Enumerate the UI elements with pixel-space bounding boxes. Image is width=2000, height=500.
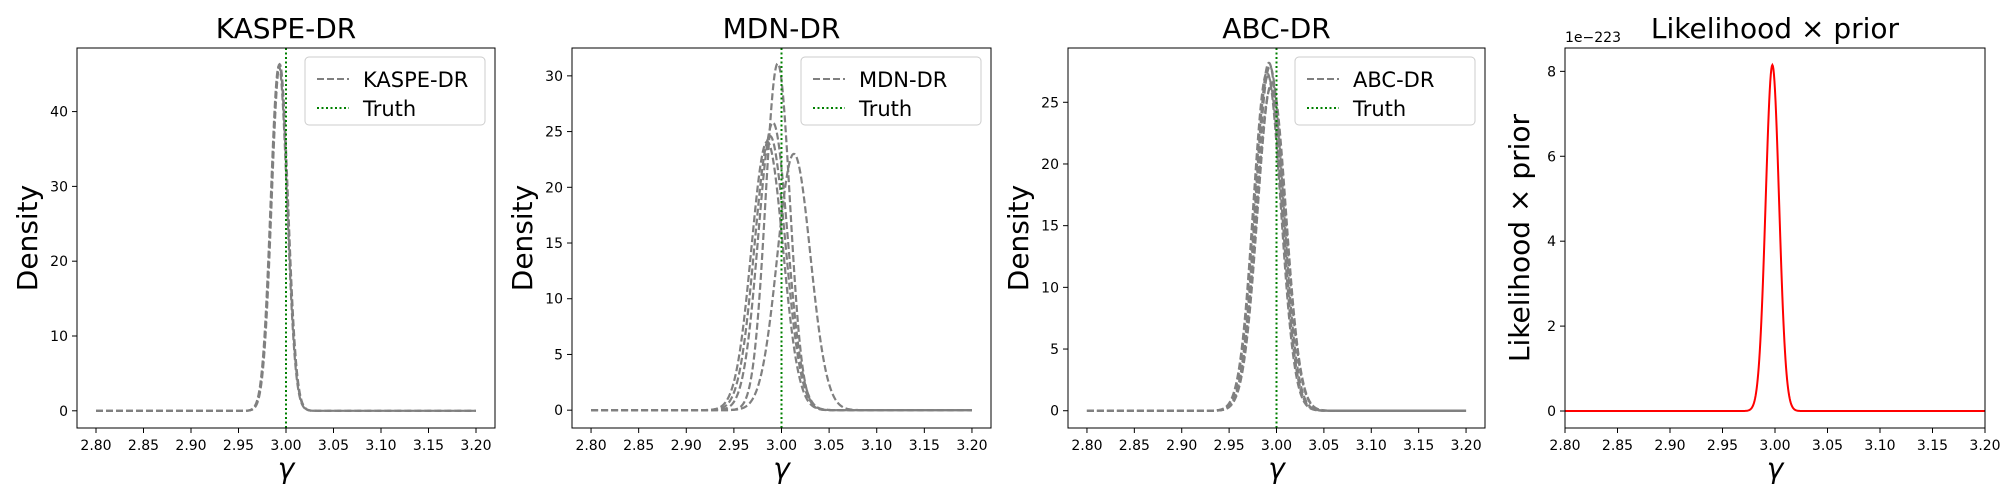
y-axis-label: Likelihood × prior xyxy=(1503,113,1536,362)
x-tick-label: 3.00 xyxy=(1759,438,1790,454)
legend-entry: Truth xyxy=(362,97,416,121)
x-tick-label: 3.20 xyxy=(1969,438,2000,454)
y-tick-label: 20 xyxy=(50,254,68,270)
x-tick-label: 2.95 xyxy=(223,438,254,454)
y-tick-label: 10 xyxy=(1041,280,1059,296)
x-tick-label: 3.00 xyxy=(766,438,797,454)
x-tick-label: 3.20 xyxy=(1450,438,1481,454)
legend-entry: Truth xyxy=(1352,97,1406,121)
y-tick-label: 5 xyxy=(554,347,563,363)
y-tick-label: 0 xyxy=(1050,404,1059,420)
y-tick-label: 10 xyxy=(50,329,68,345)
y-tick-label: 2 xyxy=(1547,319,1556,335)
y-tick-label: 0 xyxy=(1547,404,1556,420)
x-tick-label: 3.10 xyxy=(365,438,396,454)
y-scale-label: 1e−223 xyxy=(1565,30,1621,46)
x-tick-label: 3.15 xyxy=(909,438,940,454)
chart-title: KASPE-DR xyxy=(216,12,357,45)
x-tick-label: 2.90 xyxy=(1654,438,1685,454)
y-tick-label: 20 xyxy=(545,180,563,196)
x-tick-label: 2.80 xyxy=(80,438,111,454)
legend-box xyxy=(800,56,982,126)
x-tick-label: 3.15 xyxy=(413,438,444,454)
x-tick-label: 2.95 xyxy=(718,438,749,454)
x-tick-label: 3.10 xyxy=(1356,438,1387,454)
x-tick-label: 3.20 xyxy=(460,438,491,454)
y-tick-label: 15 xyxy=(545,236,563,252)
x-tick-label: 2.80 xyxy=(1071,438,1102,454)
y-tick-label: 25 xyxy=(1041,95,1059,111)
x-axis-label: γ xyxy=(773,452,791,485)
x-tick-label: 2.95 xyxy=(1214,438,1245,454)
chart-title: MDN-DR xyxy=(723,12,841,45)
x-tick-label: 3.05 xyxy=(318,438,349,454)
x-tick-label: 3.00 xyxy=(1261,438,1292,454)
x-axis-label: γ xyxy=(1268,452,1286,485)
chart-panel-1: 2.80 2.85 2.90 2.95 3.00 3.05 3.10 3.15 3.20 0 10 2… xyxy=(11,12,496,485)
x-tick-label: 3.10 xyxy=(861,438,892,454)
x-tick-label: 2.90 xyxy=(1166,438,1197,454)
chart-panel-3: 2.80 2.85 2.90 2.95 3.00 3.05 3.10 3.15 3.20 0 5 10… xyxy=(1002,12,1486,485)
x-tick-label: 3.05 xyxy=(1812,438,1843,454)
density-curve-1 xyxy=(1565,62,1985,413)
legend-box xyxy=(304,56,486,126)
x-axis-label: γ xyxy=(278,452,296,485)
y-axis-label: Density xyxy=(11,185,44,291)
legend: ABC-DR Truth xyxy=(1294,56,1476,126)
x-tick-label: 3.00 xyxy=(270,438,301,454)
x-tick-label: 2.90 xyxy=(175,438,206,454)
x-tick-label: 3.05 xyxy=(814,438,845,454)
y-tick-label: 30 xyxy=(50,179,68,195)
x-axis-label: γ xyxy=(1767,452,1785,485)
x-tick-label: 2.85 xyxy=(623,438,654,454)
x-tick-label: 3.15 xyxy=(1917,438,1948,454)
legend-entry: Truth xyxy=(858,97,912,121)
x-tick-label: 3.10 xyxy=(1864,438,1895,454)
y-tick-label: 0 xyxy=(554,403,563,419)
x-tick-label: 3.05 xyxy=(1308,438,1339,454)
y-tick-label: 0 xyxy=(59,404,68,420)
y-tick-label: 15 xyxy=(1041,219,1059,235)
legend: KASPE-DR Truth xyxy=(304,56,486,126)
y-tick-label: 25 xyxy=(545,125,563,141)
y-axis-label: Density xyxy=(506,185,539,291)
y-tick-label: 40 xyxy=(50,105,68,121)
x-tick-label: 2.80 xyxy=(575,438,606,454)
x-tick-label: 2.85 xyxy=(1602,438,1633,454)
y-tick-label: 30 xyxy=(545,69,563,85)
y-tick-label: 10 xyxy=(545,292,563,308)
chart-title: ABC-DR xyxy=(1222,12,1331,45)
y-axis-label: Density xyxy=(1002,185,1035,291)
x-tick-label: 2.95 xyxy=(1707,438,1738,454)
density-curve-5 xyxy=(591,140,972,412)
chart-panel-4: 2.80 2.85 2.90 2.95 3.00 3.05 3.10 3.15 3.20 0 2 4 6… xyxy=(1503,12,2000,485)
y-tick-label: 5 xyxy=(1050,342,1059,358)
x-tick-label: 2.90 xyxy=(671,438,702,454)
y-tick-label: 4 xyxy=(1547,234,1556,250)
y-tick-label: 6 xyxy=(1547,149,1556,165)
x-tick-label: 3.20 xyxy=(956,438,987,454)
x-tick-label: 3.15 xyxy=(1403,438,1434,454)
legend: MDN-DR Truth xyxy=(800,56,982,126)
chart-panel-2: 2.80 2.85 2.90 2.95 3.00 3.05 3.10 3.15 3.20 0 5 10… xyxy=(506,12,992,485)
y-tick-label: 20 xyxy=(1041,157,1059,173)
legend-box xyxy=(1294,56,1476,126)
x-tick-label: 2.85 xyxy=(128,438,159,454)
legend-entry: MDN-DR xyxy=(859,68,947,92)
chart-title: Likelihood × prior xyxy=(1651,12,1900,45)
x-tick-label: 2.85 xyxy=(1119,438,1150,454)
legend-entry: KASPE-DR xyxy=(363,68,468,92)
y-tick-label: 8 xyxy=(1547,64,1556,80)
legend-entry: ABC-DR xyxy=(1353,68,1434,92)
x-tick-label: 2.80 xyxy=(1549,438,1580,454)
